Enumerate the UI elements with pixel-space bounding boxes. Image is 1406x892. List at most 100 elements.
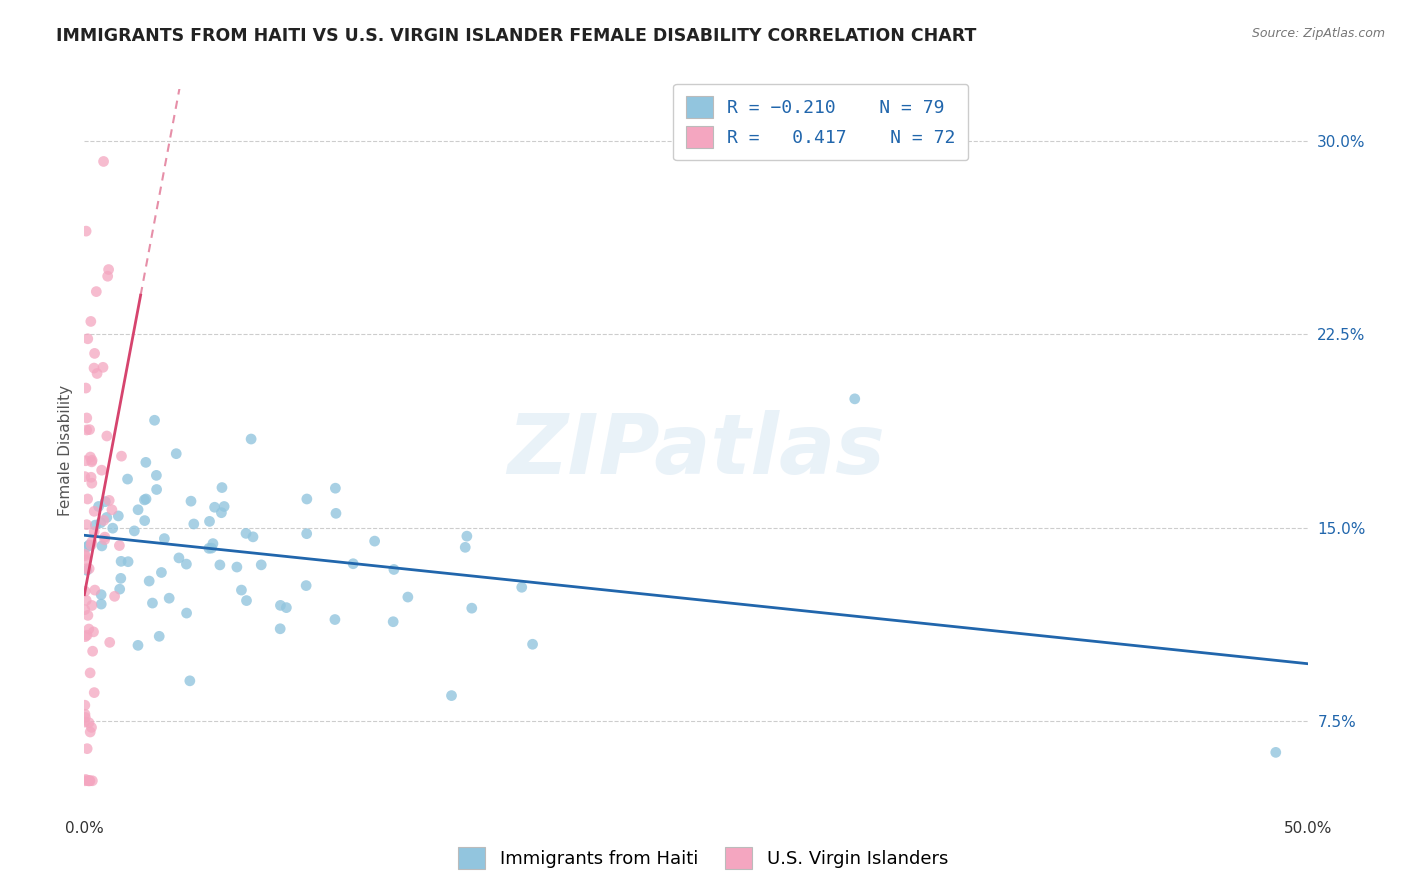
Point bbox=[135, 491, 157, 506]
Point bbox=[212, 500, 235, 514]
Point bbox=[200, 541, 222, 555]
Point bbox=[209, 506, 232, 520]
Point bbox=[82, 453, 104, 467]
Point bbox=[79, 725, 101, 739]
Point bbox=[82, 624, 104, 639]
Point bbox=[276, 600, 298, 615]
Point bbox=[75, 630, 97, 644]
Point bbox=[90, 463, 112, 477]
Point bbox=[138, 574, 160, 588]
Point bbox=[80, 314, 103, 328]
Point bbox=[134, 492, 156, 507]
Point bbox=[73, 773, 96, 788]
Point bbox=[76, 423, 98, 437]
Point bbox=[76, 741, 98, 756]
Legend: R = −0.210    N = 79, R =   0.417    N = 72: R = −0.210 N = 79, R = 0.417 N = 72 bbox=[673, 84, 969, 161]
Point bbox=[80, 470, 103, 484]
Text: ZIPatlas: ZIPatlas bbox=[508, 410, 884, 491]
Text: IMMIGRANTS FROM HAITI VS U.S. VIRGIN ISLANDER FEMALE DISABILITY CORRELATION CHAR: IMMIGRANTS FROM HAITI VS U.S. VIRGIN ISL… bbox=[56, 27, 977, 45]
Point bbox=[86, 367, 108, 381]
Point bbox=[77, 538, 100, 552]
Point bbox=[117, 555, 139, 569]
Point bbox=[323, 613, 346, 627]
Point bbox=[183, 516, 205, 531]
Point bbox=[110, 554, 132, 568]
Point bbox=[117, 472, 139, 486]
Point bbox=[73, 469, 96, 483]
Point bbox=[176, 606, 198, 620]
Point bbox=[75, 772, 97, 787]
Legend: Immigrants from Haiti, U.S. Virgin Islanders: Immigrants from Haiti, U.S. Virgin Islan… bbox=[449, 838, 957, 879]
Point bbox=[295, 526, 318, 541]
Point bbox=[79, 773, 101, 788]
Point bbox=[269, 599, 291, 613]
Point bbox=[844, 392, 866, 406]
Point bbox=[73, 547, 96, 561]
Point bbox=[87, 500, 110, 514]
Point bbox=[90, 539, 112, 553]
Point bbox=[201, 536, 224, 550]
Point bbox=[73, 698, 96, 713]
Point bbox=[80, 599, 103, 613]
Point bbox=[83, 361, 105, 376]
Point bbox=[83, 583, 105, 598]
Point bbox=[231, 583, 253, 598]
Point bbox=[382, 615, 405, 629]
Point bbox=[342, 557, 364, 571]
Point bbox=[157, 591, 180, 606]
Point bbox=[76, 540, 98, 554]
Point bbox=[73, 549, 96, 563]
Point bbox=[101, 521, 124, 535]
Point bbox=[79, 773, 101, 788]
Point bbox=[145, 483, 167, 497]
Point bbox=[75, 454, 97, 468]
Point bbox=[124, 524, 146, 538]
Point bbox=[510, 580, 533, 594]
Point bbox=[76, 491, 98, 506]
Point bbox=[75, 584, 97, 599]
Point bbox=[98, 493, 121, 508]
Point bbox=[75, 562, 97, 576]
Point bbox=[90, 516, 112, 530]
Point bbox=[225, 560, 247, 574]
Text: Source: ZipAtlas.com: Source: ZipAtlas.com bbox=[1251, 27, 1385, 40]
Point bbox=[79, 423, 101, 437]
Point bbox=[295, 491, 318, 506]
Point bbox=[75, 224, 97, 238]
Point bbox=[110, 449, 132, 463]
Point bbox=[180, 494, 202, 508]
Point bbox=[77, 608, 100, 623]
Point bbox=[242, 530, 264, 544]
Point bbox=[83, 504, 105, 518]
Point bbox=[91, 360, 114, 375]
Point bbox=[80, 720, 103, 734]
Point bbox=[107, 508, 129, 523]
Point bbox=[235, 593, 257, 607]
Point bbox=[79, 665, 101, 680]
Point bbox=[97, 262, 120, 277]
Point bbox=[145, 468, 167, 483]
Point bbox=[108, 582, 131, 596]
Point bbox=[96, 510, 118, 524]
Point bbox=[382, 562, 405, 576]
Point bbox=[522, 637, 544, 651]
Point bbox=[204, 500, 226, 515]
Point bbox=[73, 715, 96, 730]
Point bbox=[250, 558, 273, 572]
Point bbox=[396, 590, 419, 604]
Point bbox=[440, 689, 463, 703]
Point bbox=[76, 332, 98, 346]
Point bbox=[77, 562, 100, 576]
Point bbox=[208, 558, 231, 572]
Point bbox=[76, 628, 98, 642]
Point bbox=[127, 502, 149, 516]
Point bbox=[86, 285, 108, 299]
Point bbox=[150, 566, 173, 580]
Point bbox=[75, 381, 97, 395]
Point bbox=[141, 596, 163, 610]
Point bbox=[75, 710, 97, 724]
Point bbox=[127, 638, 149, 652]
Point bbox=[83, 685, 105, 699]
Point bbox=[98, 635, 121, 649]
Point bbox=[76, 517, 98, 532]
